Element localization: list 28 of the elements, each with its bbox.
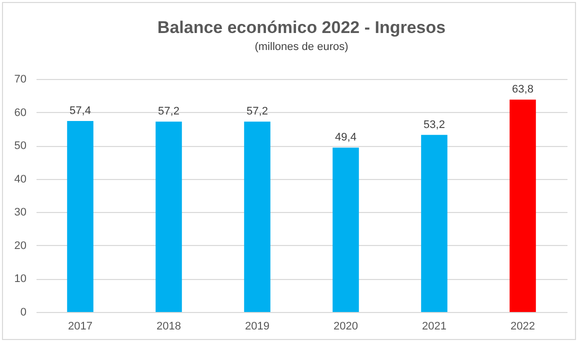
data-label: 57,4 [70, 104, 91, 117]
data-label: 57,2 [158, 106, 180, 118]
y-tick-label: 0 [20, 306, 26, 318]
bar [244, 122, 270, 312]
bar [510, 100, 536, 312]
y-tick-label: 30 [14, 206, 26, 219]
x-tick-label: 2020 [334, 320, 358, 332]
bar [332, 148, 359, 312]
data-label: 53,2 [424, 118, 445, 131]
data-label: 63,8 [512, 84, 534, 96]
y-tick-label: 70 [14, 74, 26, 86]
y-tick-label: 20 [14, 240, 26, 252]
y-tick-label: 40 [14, 173, 26, 186]
x-tick-label: 2017 [68, 320, 92, 332]
bar [67, 120, 94, 312]
y-tick-label: 10 [14, 273, 26, 286]
x-tick-label: 2022 [510, 320, 535, 332]
x-tick-label: 2019 [245, 320, 270, 332]
data-label: 49,4 [335, 132, 356, 144]
chart-title: Balance económico 2022 - Ingresos [157, 18, 446, 37]
bar [421, 134, 448, 312]
y-tick-label: 50 [14, 140, 26, 152]
chart-subtitle: (millones de euros) [254, 41, 348, 53]
data-label: 57,2 [246, 106, 268, 118]
x-tick-label: 2021 [422, 320, 446, 332]
x-tick-label: 2018 [156, 320, 181, 332]
bar [156, 122, 182, 312]
y-tick-label: 60 [14, 106, 26, 119]
